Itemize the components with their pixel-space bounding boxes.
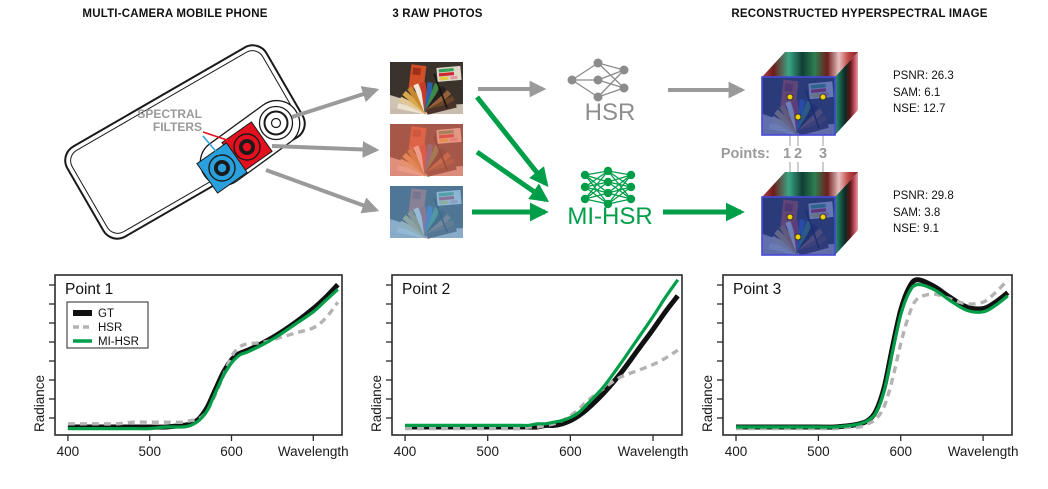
x-tick-label: 600 — [559, 444, 582, 459]
x-tick-label: 400 — [725, 444, 748, 459]
legend-label-hsr: HSR — [98, 322, 122, 334]
hsr-psnr: PSNR: 26.3 — [893, 70, 954, 82]
series-hsr — [736, 278, 1010, 431]
gray-arrows — [265, 80, 746, 214]
clear-lens — [258, 105, 294, 141]
legend-label-gt: GT — [98, 308, 114, 320]
chart-title: Point 1 — [65, 281, 113, 298]
hsr-metrics: PSNR: 26.3 SAM: 6.1 NSE: 12.7 — [893, 68, 954, 118]
y-axis-label: Radiance — [369, 375, 384, 432]
filter-leader-red — [202, 131, 234, 143]
section-title-photos: 3 RAW PHOTOS — [392, 8, 483, 20]
pipeline-diagram — [64, 44, 858, 257]
mihsr-network-icon — [580, 166, 636, 209]
x-tick-label: 600 — [889, 444, 912, 459]
section-title-phone: MULTI-CAMERA MOBILE PHONE — [82, 8, 268, 20]
series-mi-hsr — [67, 288, 339, 431]
filter-leader-blue — [202, 135, 220, 156]
plot-frame — [54, 274, 343, 436]
legend: GT HSR MI-HSR — [66, 301, 149, 349]
chart-point-1: 400 500 600 Wavelength Radiance Point 1 GT HSR M… — [32, 274, 349, 459]
chart-point-2: 400 500 600 Wavelength Radiance Point 2 — [369, 274, 689, 459]
hsi-cube-hsr — [761, 52, 858, 137]
y-axis-label: Radiance — [32, 375, 47, 432]
series-hsr — [405, 348, 679, 431]
point-number-3: 3 — [818, 146, 829, 162]
series-gt — [405, 294, 680, 430]
x-tick-label: 400 — [57, 444, 80, 459]
mihsr-metrics: PSNR: 29.8 SAM: 3.8 NSE: 9.1 — [893, 188, 954, 238]
green-arrows — [472, 95, 745, 222]
spectral-filters-label: SPECTRAL FILTERS — [137, 107, 202, 134]
series-mi-hsr — [736, 282, 1009, 429]
x-tick-label: 400 — [394, 444, 417, 459]
x-tick-label: 500 — [476, 444, 499, 459]
plot-frame — [722, 274, 1013, 436]
section-title-reconstruction: RECONSTRUCTED HYPERSPECTRAL IMAGE — [731, 8, 988, 20]
arrow-phone-to-photo2 — [271, 141, 380, 158]
arrow-phone-to-photo3 — [265, 168, 380, 214]
hsr-network-icon — [567, 58, 629, 102]
hsr-sam: SAM: 6.1 — [893, 86, 941, 99]
x-axis-label: Wavelength — [618, 444, 689, 459]
x-tick-label: 500 — [138, 444, 161, 459]
plot-frame — [391, 274, 683, 436]
cube-point-markers — [786, 213, 827, 241]
cube-point-markers — [786, 93, 827, 121]
blue-spectral-filter — [196, 142, 248, 194]
arrow-phone-to-photo1 — [291, 86, 380, 119]
y-axis-label: Radiance — [700, 375, 715, 432]
mihsr-sam: SAM: 3.8 — [893, 206, 941, 219]
arrow-photo2-to-mihsr — [475, 149, 550, 203]
hsi-cube-mihsr — [761, 172, 858, 257]
mihsr-model-label: MI-HSR — [567, 203, 653, 230]
legend-label-mi-hsr: MI-HSR — [98, 336, 139, 348]
raw-photo-blue — [389, 185, 464, 240]
point-number-1: 1 — [782, 146, 793, 162]
hsr-model-label: HSR — [584, 99, 636, 126]
mihsr-psnr: PSNR: 29.8 — [893, 190, 954, 202]
arrow-photo1-to-mihsr — [475, 95, 549, 187]
chart-title: Point 2 — [402, 281, 450, 298]
hsr-nse: NSE: 12.7 — [893, 103, 946, 115]
x-tick-label: 500 — [807, 444, 830, 459]
x-axis-label: Wavelength — [278, 444, 349, 459]
points-label: Points: — [720, 146, 770, 162]
series-hsr — [67, 301, 340, 426]
mihsr-nse: NSE: 9.1 — [893, 223, 940, 235]
series-mi-hsr — [405, 278, 680, 428]
chart-title: Point 3 — [733, 281, 781, 298]
x-axis-label: Wavelength — [948, 444, 1019, 459]
series-gt — [736, 277, 1010, 430]
chart-point-3: 400 500 600 Wavelength Radiance Point 3 — [700, 274, 1019, 459]
raw-photo-red — [389, 123, 464, 178]
phone-illustration — [64, 44, 306, 240]
x-tick-label: 600 — [220, 444, 243, 459]
point-number-2: 2 — [793, 146, 804, 162]
